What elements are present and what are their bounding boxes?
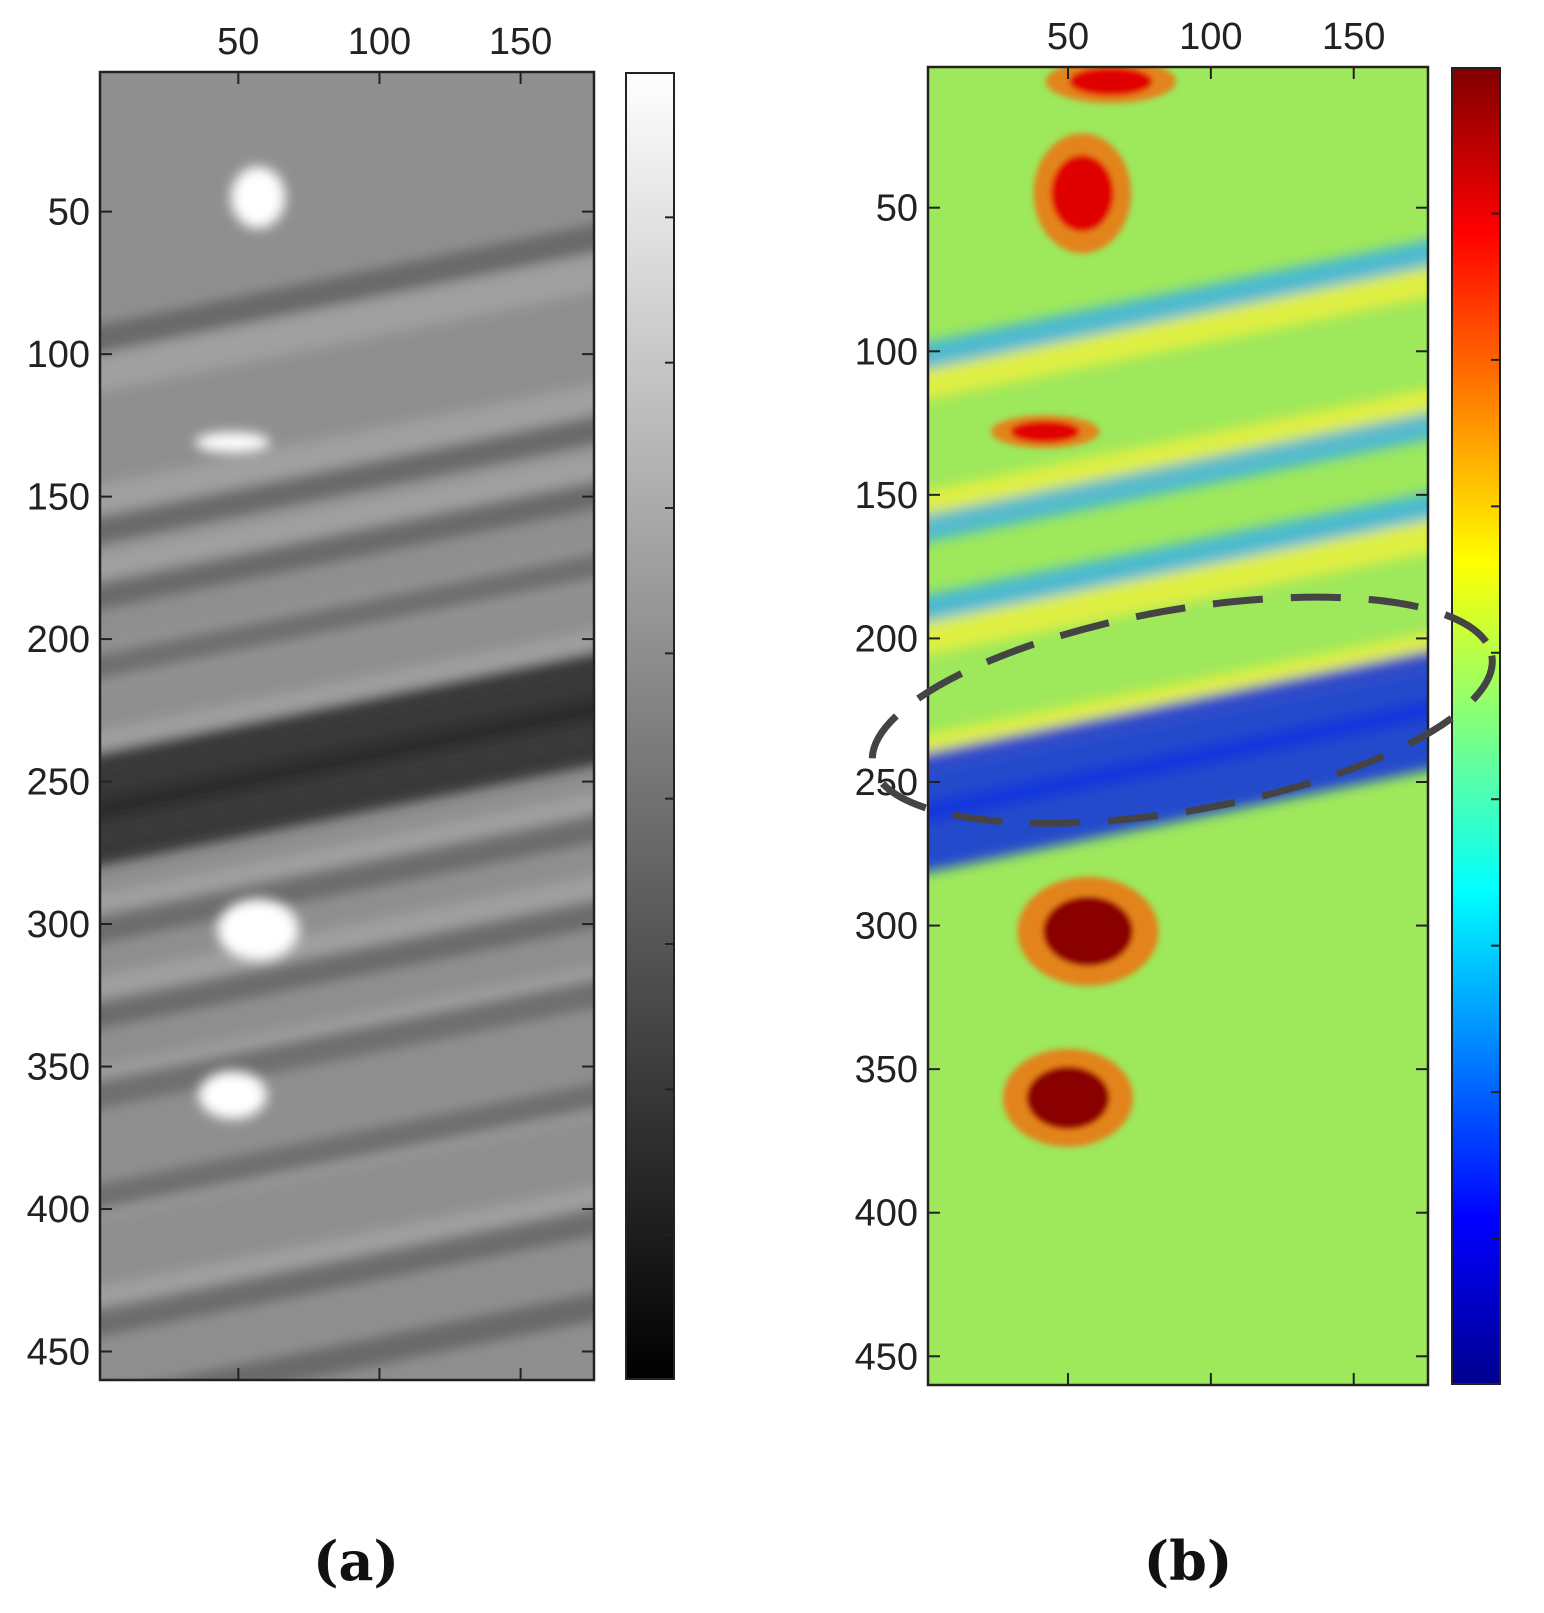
y-tick-label: 400 [855, 1193, 918, 1235]
colorbar-b [1451, 67, 1501, 1385]
y-tick-label: 300 [855, 906, 918, 948]
panel-label-a: (a) [313, 1529, 399, 1593]
dark-band [100, 899, 594, 1029]
hot-spot [1026, 1066, 1110, 1129]
y-tick-label: 200 [855, 618, 918, 660]
dark-band [928, 239, 1428, 370]
light-band [928, 261, 1428, 400]
light-band [928, 517, 1428, 656]
y-tick-label: 50 [48, 192, 90, 234]
y-tick-label: 150 [27, 477, 90, 519]
light-band [100, 255, 594, 393]
dark-band [100, 697, 594, 866]
y-tick-label: 50 [876, 188, 918, 230]
y-tick-label: 450 [855, 1336, 918, 1378]
x-tick-label: 100 [1179, 16, 1242, 58]
light-band [100, 383, 594, 521]
y-tick-label: 100 [855, 331, 918, 373]
y-tick-label: 200 [27, 619, 90, 661]
panel-a: 50 100 150 50 100 150 200 250 300 350 400 450 (a) [27, 21, 675, 1593]
dark-band [928, 492, 1428, 623]
y-tick-label: 350 [27, 1047, 90, 1089]
y-tick-label: 450 [27, 1332, 90, 1374]
y-tick-label: 300 [27, 904, 90, 946]
panel-label-b: (b) [1144, 1529, 1233, 1593]
x-tick-label: 50 [1047, 16, 1089, 58]
dark-band [928, 411, 1428, 542]
dark-band [100, 415, 594, 544]
dark-band [100, 1082, 594, 1211]
heatmap-b [928, 67, 1428, 1385]
light-band [100, 452, 594, 589]
y-tick-label: 250 [27, 762, 90, 804]
x-tick-label: 100 [348, 21, 411, 63]
hot-spot [1069, 67, 1153, 96]
dark-band [928, 702, 1428, 872]
dashed-ellipse-annotation [868, 593, 1496, 827]
bright-spot [230, 166, 286, 229]
y-tick-label: 350 [855, 1049, 918, 1091]
hot-spot [1010, 421, 1080, 443]
y-tick-label: 100 [27, 334, 90, 376]
hot-spot [1051, 155, 1114, 232]
bright-spot [217, 898, 299, 961]
dark-band [100, 551, 594, 681]
heatmap-a [100, 72, 594, 1380]
axes-frame-a [98, 70, 596, 1382]
dark-band [165, 1292, 594, 1380]
dark-band [100, 224, 594, 353]
y-tick-label: 150 [855, 475, 918, 517]
dark-band [928, 650, 1428, 821]
dark-band [100, 1207, 594, 1336]
x-tick-label: 50 [217, 21, 259, 63]
hot-spot [1043, 896, 1133, 966]
bright-spot [198, 1071, 267, 1119]
x-tick-label: 150 [1322, 16, 1385, 58]
x-tick-label: 150 [489, 21, 552, 63]
dark-band [100, 480, 594, 610]
axes-frame-b [926, 65, 1430, 1387]
dark-band [100, 814, 594, 943]
colorbar-a [625, 72, 675, 1380]
y-tick-label: 400 [27, 1189, 90, 1231]
bright-spot [195, 432, 270, 453]
